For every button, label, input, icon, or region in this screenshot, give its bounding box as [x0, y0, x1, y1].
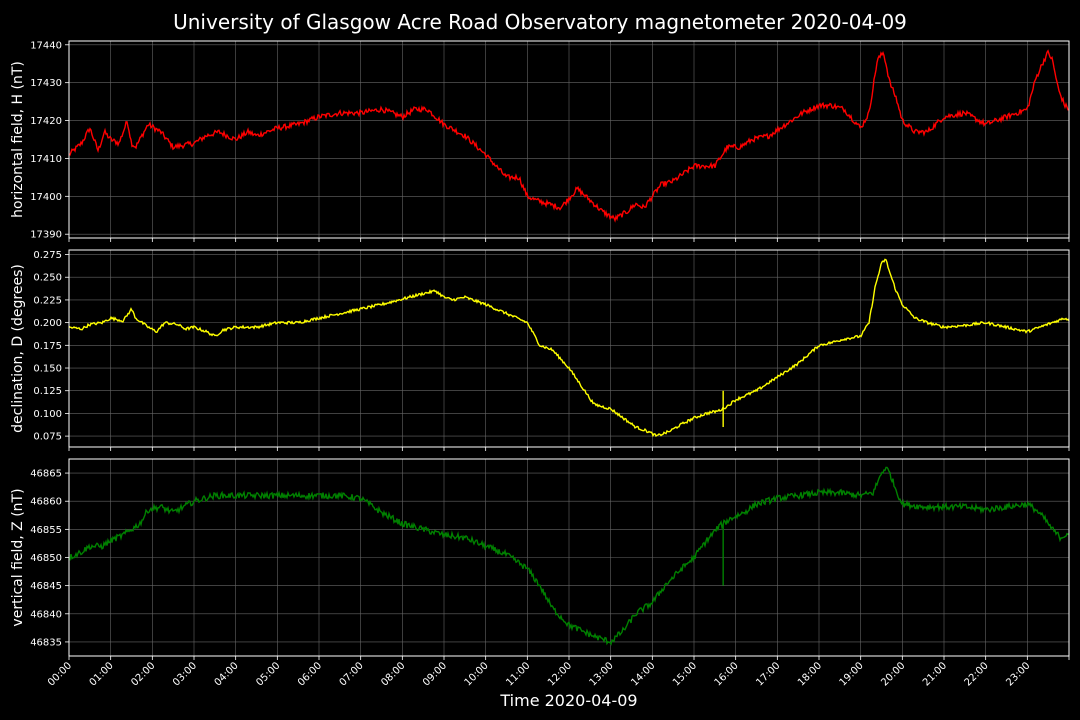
- y-tick-label: 46860: [30, 497, 62, 508]
- y-tick-label: 0.075: [33, 432, 62, 443]
- y-axis-label: vertical field, Z (nT): [10, 488, 26, 626]
- panel-frame: [68, 40, 1070, 239]
- panel-declination: 0.075 0.100 0.125 0.150 0.175 0.200 0.225 0.250…: [10, 249, 1070, 451]
- y-tick-label: 46865: [30, 469, 62, 480]
- y-tick-label: 0.200: [33, 318, 62, 329]
- y-tick-label: 17400: [30, 192, 62, 203]
- y-tick-label: 0.125: [33, 386, 62, 397]
- y-tick-label: 17430: [30, 78, 62, 89]
- y-tick-label: 46850: [30, 553, 62, 564]
- y-tick-label: 46855: [30, 525, 62, 536]
- series-line: [69, 49, 1069, 223]
- series-line: [69, 258, 1069, 438]
- y-tick-label: 0.150: [33, 364, 62, 375]
- y-tick-label: 0.100: [33, 409, 62, 420]
- y-tick-label: 17420: [30, 116, 62, 127]
- y-tick-label: 17410: [30, 154, 62, 165]
- y-tick-label: 17390: [30, 230, 62, 241]
- panel-frame: [68, 249, 1070, 448]
- y-tick-label: 17440: [30, 40, 62, 51]
- panel-frame: [68, 458, 1070, 657]
- x-axis-label: Time 2020-04-09: [499, 691, 637, 710]
- panel-vertical-field: 46835 46840 46845 46850 46855 46860 46865 verti…: [10, 458, 1070, 660]
- y-tick-label: 0.275: [33, 250, 62, 261]
- y-tick-label: 46845: [30, 581, 62, 592]
- chart-title: University of Glasgow Acre Road Observat…: [173, 10, 907, 34]
- y-tick-label: 46835: [30, 637, 62, 648]
- y-tick-label: 46840: [30, 609, 62, 620]
- series-line: [69, 466, 1069, 646]
- y-axis-label: horizontal field, H (nT): [10, 61, 26, 218]
- y-tick-label: 0.225: [33, 295, 62, 306]
- panel-horizontal-field: 17390 17400 17410 17420 17430 17440 horizontal…: [10, 40, 1070, 242]
- y-axis-label: declination, D (degrees): [10, 264, 26, 433]
- y-tick-label: 0.175: [33, 341, 62, 352]
- y-tick-label: 0.250: [33, 273, 62, 284]
